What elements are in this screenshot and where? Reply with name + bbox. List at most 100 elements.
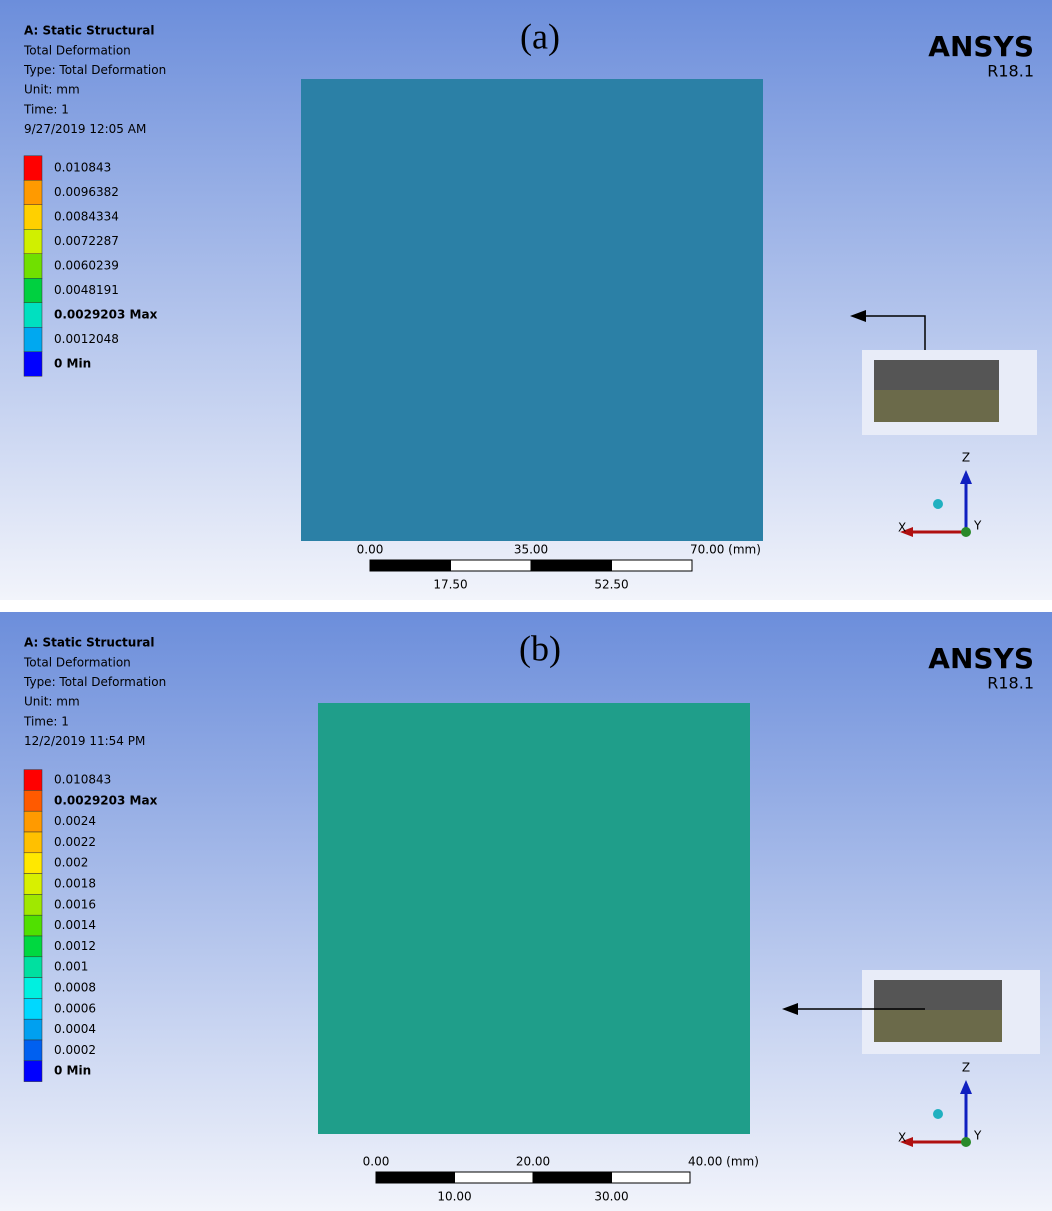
triad-sphere <box>933 499 943 509</box>
triad-sphere <box>933 1109 943 1119</box>
logo-version: R18.1 <box>987 62 1034 81</box>
legend-label: 0.0022 <box>54 835 96 849</box>
legend-swatch <box>24 254 42 279</box>
legend-label: 0.0096382 <box>54 185 119 199</box>
legend-label: 0.0048191 <box>54 283 119 297</box>
legend-label: 0.010843 <box>54 773 111 787</box>
legend-label: 0 Min <box>54 1064 91 1078</box>
legend-label: 0.001 <box>54 960 88 974</box>
header-line: Unit: mm <box>24 83 80 97</box>
panel: A: Static Structural Total Deformation Typ… <box>0 612 1052 1211</box>
header-line: Total Deformation <box>23 656 131 670</box>
logo: ANSYS <box>928 30 1034 63</box>
legend-label: 0.0006 <box>54 1001 96 1015</box>
legend-swatch <box>24 832 42 853</box>
scale-label: 0.00 <box>363 1155 390 1169</box>
axis-label: X <box>898 521 906 535</box>
scale-segment <box>376 1172 455 1183</box>
legend-label: 0.0012 <box>54 939 96 953</box>
scale-segment <box>533 1172 612 1183</box>
scale-label: 70.00 (mm) <box>690 543 761 557</box>
scale-label: 10.00 <box>437 1190 471 1204</box>
legend-swatch <box>24 303 42 328</box>
scale-label: 30.00 <box>594 1190 628 1204</box>
legend-label: 0 Min <box>54 357 91 371</box>
legend-swatch <box>24 853 42 874</box>
legend-swatch <box>24 874 42 895</box>
panel-label: (a) <box>520 16 560 56</box>
legend-swatch <box>24 229 42 254</box>
header-line: Time: 1 <box>23 102 69 116</box>
legend-label: 0.010843 <box>54 161 111 175</box>
legend-swatch <box>24 936 42 957</box>
inset-part <box>874 390 999 422</box>
legend-swatch <box>24 180 42 205</box>
header-line: Time: 1 <box>23 714 69 728</box>
legend-swatch <box>24 1061 42 1082</box>
model-plate <box>301 79 763 541</box>
legend-label: 0.0060239 <box>54 259 119 273</box>
logo: ANSYS <box>928 642 1034 675</box>
panel-label: (b) <box>519 628 561 668</box>
legend-label: 0.0018 <box>54 877 96 891</box>
legend-label: 0.0008 <box>54 981 96 995</box>
scale-segment <box>370 560 451 571</box>
screenshot: A: Static Structural Total Deformation Typ… <box>0 0 1052 1211</box>
triad-origin <box>961 1137 971 1147</box>
axis-label: Y <box>973 1129 982 1143</box>
header-line: 9/27/2019 12:05 AM <box>24 122 146 136</box>
legend-label: 0.0002 <box>54 1043 96 1057</box>
legend-swatch <box>24 790 42 811</box>
logo-version: R18.1 <box>987 674 1034 693</box>
scale-segment <box>455 1172 534 1183</box>
panel: A: Static Structural Total Deformation Typ… <box>0 0 1052 600</box>
legend-swatch <box>24 811 42 832</box>
scale-segment <box>531 560 612 571</box>
model-plate <box>318 703 750 1134</box>
legend-label: 0.0016 <box>54 897 96 911</box>
legend-label: 0.0014 <box>54 918 96 932</box>
scale-label: 0.00 <box>357 543 384 557</box>
result-title: A: Static Structural <box>24 24 154 38</box>
legend-label: 0.0029203 Max <box>54 793 158 807</box>
legend-label: 0.0012048 <box>54 332 119 346</box>
legend-swatch <box>24 915 42 936</box>
axis-label: Y <box>973 519 982 533</box>
header-line: Type: Total Deformation <box>23 63 166 77</box>
axis-label: Z <box>962 1061 970 1075</box>
legend-swatch <box>24 156 42 181</box>
legend-label: 0.0072287 <box>54 234 119 248</box>
legend-swatch <box>24 978 42 999</box>
legend-label: 0.002 <box>54 856 88 870</box>
inset-part <box>874 360 999 390</box>
axis-label: Z <box>962 451 970 465</box>
legend-swatch <box>24 1040 42 1061</box>
inset-part <box>874 980 1002 1010</box>
scale-label: 35.00 <box>514 543 548 557</box>
scale-segment <box>451 560 532 571</box>
scale-label: 20.00 <box>516 1155 550 1169</box>
legend-swatch <box>24 770 42 791</box>
header-line: Total Deformation <box>23 44 131 58</box>
legend-swatch <box>24 1019 42 1040</box>
legend-swatch <box>24 278 42 303</box>
scale-label: 40.00 (mm) <box>688 1155 759 1169</box>
legend-label: 0.0029203 Max <box>54 308 158 322</box>
legend-swatch <box>24 894 42 915</box>
header-line: 12/2/2019 11:54 PM <box>24 734 145 748</box>
triad-origin <box>961 527 971 537</box>
legend-swatch <box>24 957 42 978</box>
scale-segment <box>612 560 693 571</box>
page: A: Static Structural Total Deformation Typ… <box>0 0 1052 1211</box>
header-line: Type: Total Deformation <box>23 675 166 689</box>
legend-label: 0.0004 <box>54 1022 96 1036</box>
scale-segment <box>612 1172 691 1183</box>
result-title: A: Static Structural <box>24 636 154 650</box>
axis-label: X <box>898 1131 906 1145</box>
legend-swatch <box>24 205 42 230</box>
inset-part <box>874 1010 1002 1042</box>
legend-label: 0.0024 <box>54 814 96 828</box>
legend-label: 0.0084334 <box>54 210 119 224</box>
legend-swatch <box>24 327 42 352</box>
legend-swatch <box>24 998 42 1019</box>
